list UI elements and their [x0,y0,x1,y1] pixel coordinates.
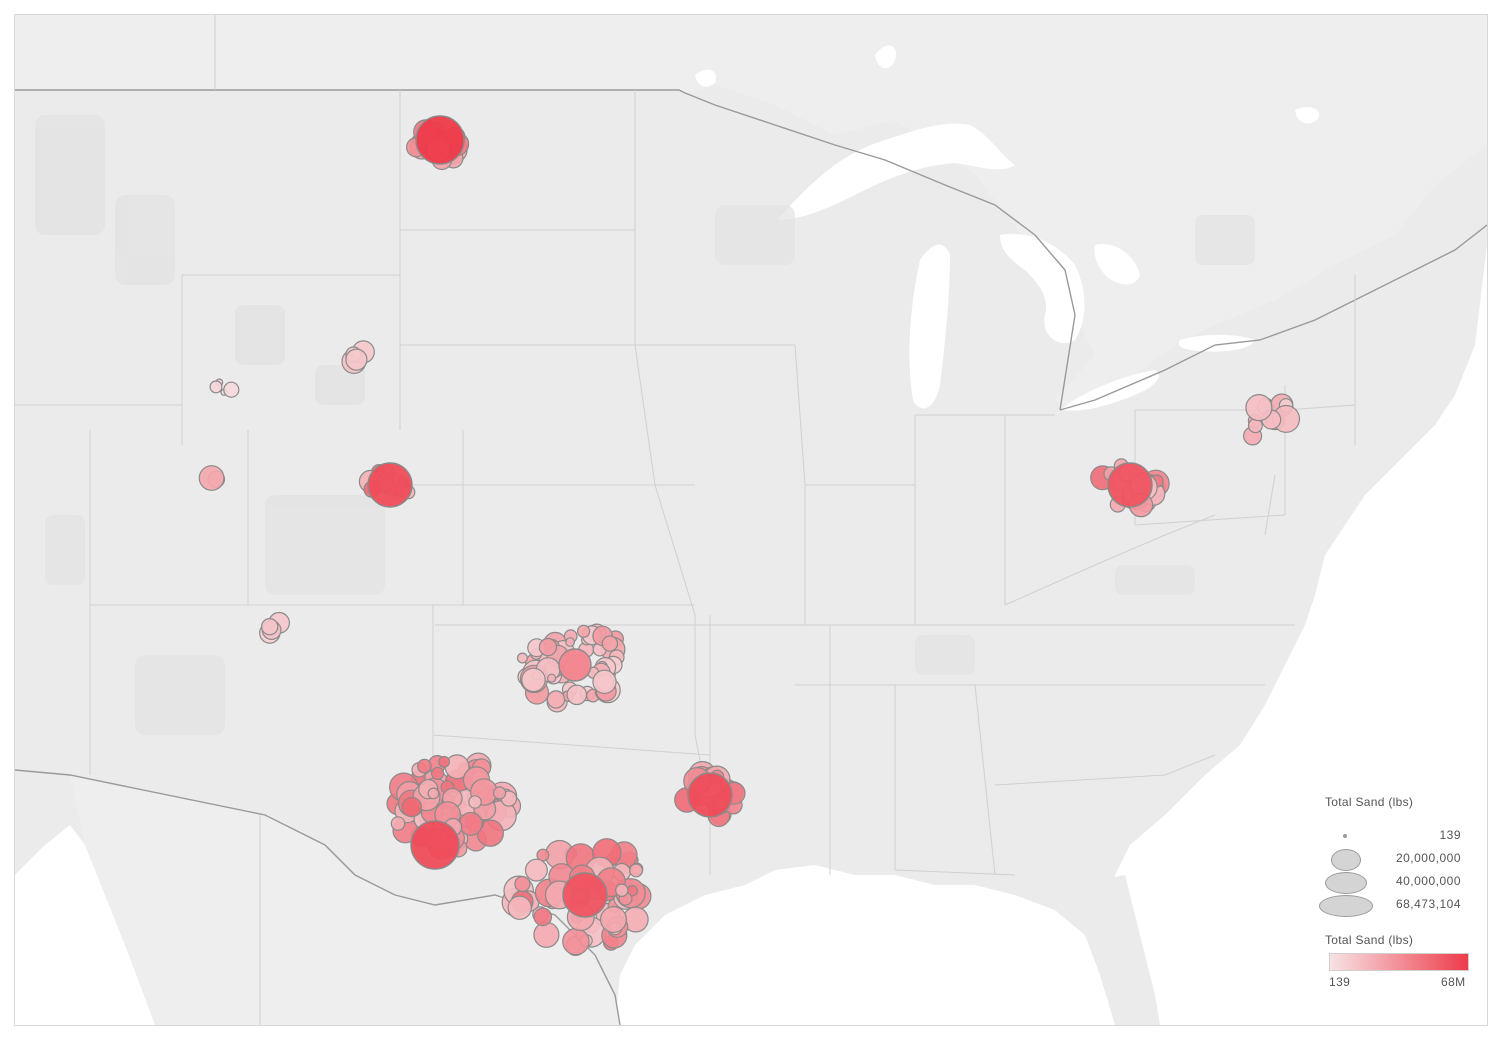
well-bubble[interactable] [401,796,422,818]
well-bubble[interactable] [438,755,451,768]
color-legend-min: 139 [1329,975,1351,989]
well-bubble[interactable] [562,927,590,956]
well-bubble[interactable] [576,624,591,638]
size-legend: Total Sand (lbs) 139 20,000,000 40,000,000… [1311,795,1461,917]
canada-land [15,15,1487,410]
well-bubble[interactable] [417,758,432,774]
size-legend-symbol [1331,849,1361,871]
size-legend-label: 20,000,000 [1395,851,1461,865]
map-canvas[interactable]: Total Sand (lbs) 139 20,000,000 40,000,000… [14,14,1488,1026]
color-legend-title: Total Sand (lbs) [1325,933,1414,947]
well-bubble[interactable] [533,921,560,948]
bubble-layer[interactable] [198,115,1301,956]
map-svg[interactable] [15,15,1487,1025]
us-canada-border [15,89,1487,411]
size-legend-label: 68,473,104 [1395,897,1461,911]
well-bubble-large[interactable] [562,872,608,918]
well-bubble-large[interactable] [367,462,413,508]
size-legend-row: 139 [1311,825,1461,847]
well-bubble[interactable] [507,895,532,920]
well-bubble[interactable] [1245,394,1273,422]
mexico-land [70,775,620,1025]
well-bubble-large[interactable] [410,820,460,870]
well-bubble[interactable] [533,907,553,927]
well-bubble[interactable] [260,618,279,636]
pacific-ocean [15,825,155,1025]
color-legend-max: 68M [1441,975,1466,989]
florida [1015,875,1160,1025]
size-legend-label: 40,000,000 [1395,874,1461,888]
size-legend-row: 40,000,000 [1311,871,1461,894]
well-bubble[interactable] [546,673,557,683]
well-bubble[interactable] [468,795,482,809]
terrain-patches [35,115,1255,735]
well-bubble[interactable] [565,637,575,647]
size-legend-row: 68,473,104 [1311,894,1461,917]
atlantic-ocean [1115,245,1487,1025]
size-legend-symbol [1343,834,1347,838]
well-bubble[interactable] [546,690,566,709]
well-bubble[interactable] [521,667,546,693]
well-bubble[interactable] [601,635,619,652]
well-bubble[interactable] [599,905,627,933]
size-legend-symbol [1319,895,1373,917]
size-legend-symbol [1325,872,1367,894]
great-lakes [777,123,1255,411]
size-legend-label: 139 [1439,828,1461,842]
well-bubble[interactable] [223,381,240,398]
well-bubble[interactable] [431,766,445,781]
color-ramp [1329,953,1469,971]
us-mexico-border [15,769,621,1025]
well-bubble[interactable] [592,669,617,695]
well-bubble-large[interactable] [1107,462,1153,508]
well-bubble[interactable] [524,858,548,882]
well-bubble-large[interactable] [415,115,465,165]
well-bubble[interactable] [629,863,644,878]
well-bubble[interactable] [198,465,225,491]
well-bubble[interactable] [516,652,528,664]
color-legend: Total Sand (lbs) 139 68M [1325,933,1475,1003]
well-bubble[interactable] [390,816,406,831]
northern-lakes [695,45,1320,124]
well-bubble[interactable] [427,787,440,800]
well-bubble[interactable] [514,875,531,893]
well-bubble[interactable] [615,883,629,897]
size-legend-title: Total Sand (lbs) [1325,795,1414,809]
well-bubble[interactable] [345,348,368,371]
well-bubble[interactable] [566,684,588,706]
well-bubble[interactable] [209,380,223,394]
well-bubble[interactable] [493,786,507,800]
size-legend-row: 20,000,000 [1311,848,1461,871]
well-bubble-large[interactable] [558,648,592,682]
gulf-of-mexico [615,865,1115,1025]
well-bubble-large[interactable] [687,772,733,818]
well-bubble[interactable] [538,637,558,657]
state-borders [15,15,1356,1025]
